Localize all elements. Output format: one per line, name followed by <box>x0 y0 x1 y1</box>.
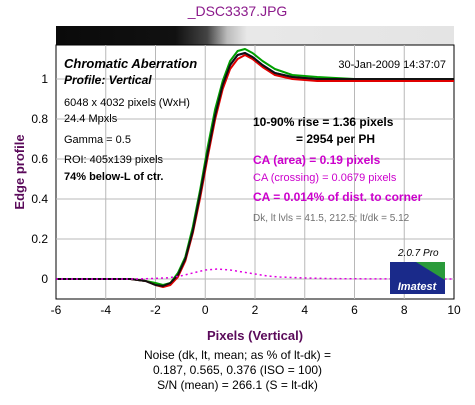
info-dimensions: 6048 x 4032 pixels (WxH) <box>64 97 190 109</box>
x-tick-label: 0 <box>202 303 209 317</box>
logo-text: Imatest <box>398 281 438 293</box>
series-line-4 <box>56 268 455 280</box>
rise-per-ph: = 2954 per PH <box>296 132 375 146</box>
chart-subtitle: Profile: Vertical <box>64 73 152 87</box>
x-tick-label: 2 <box>252 303 259 317</box>
series-layer <box>56 48 455 288</box>
info-location: 74% below-L of ctr. <box>64 171 163 183</box>
x-tick-label: -4 <box>100 303 111 317</box>
ca-crossing: CA (crossing) = 0.0679 pixels <box>253 172 397 184</box>
x-axis-label: Pixels (Vertical) <box>207 328 303 343</box>
signal-to-noise: S/N (mean) = 266.1 (S = lt-dk) <box>157 378 318 392</box>
series-line-1 <box>56 48 454 286</box>
y-axis-label: Edge profile <box>12 134 27 209</box>
imatest-logo: Imatest <box>390 262 445 294</box>
y-tick-label: 0.2 <box>31 232 48 246</box>
y-tick-label: 1 <box>41 72 48 86</box>
y-tick-label: 0.6 <box>31 152 48 166</box>
x-tick-label: 10 <box>447 303 461 317</box>
x-tick-label: 8 <box>401 303 408 317</box>
info-megapixels: 24.4 Mpxls <box>64 113 118 125</box>
info-roi: ROI: 405x139 pixels <box>64 154 164 166</box>
x-tick-label: -6 <box>51 303 62 317</box>
x-tick-label: -2 <box>150 303 161 317</box>
tick-labels: -6 -4 -2 0 2 4 6 8 10 0 0.2 0.4 0.6 0.8 1 <box>31 72 461 317</box>
dark-light-levels: Dk, lt lvls = 41.5, 212.5; lt/dk = 5.12 <box>253 213 410 224</box>
ca-corner: CA = 0.014% of dist. to corner <box>253 190 423 204</box>
ca-area: CA (area) = 0.19 pixels <box>253 153 381 167</box>
series-line-3 <box>56 52 454 287</box>
chart-title: Chromatic Aberration <box>64 56 197 71</box>
noise-line-1: Noise (dk, lt, mean; as % of lt-dk) = <box>143 348 332 362</box>
version-label: 2.0.7 Pro <box>397 248 439 259</box>
rise-distance: 10-90% rise = 1.36 pixels <box>253 115 394 129</box>
y-tick-label: 0.4 <box>31 192 48 206</box>
y-tick-label: 0.8 <box>31 112 48 126</box>
info-gamma: Gamma = 0.5 <box>64 134 131 146</box>
timestamp: 30-Jan-2009 14:37:07 <box>338 59 446 71</box>
edge-gradient-strip <box>56 26 454 45</box>
image-filename-title: _DSC3337.JPG <box>187 3 288 19</box>
y-tick-label: 0 <box>41 272 48 286</box>
noise-line-2: 0.187, 0.565, 0.376 (ISO = 100) <box>152 363 323 377</box>
x-tick-label: 4 <box>301 303 308 317</box>
x-tick-label: 6 <box>351 303 358 317</box>
